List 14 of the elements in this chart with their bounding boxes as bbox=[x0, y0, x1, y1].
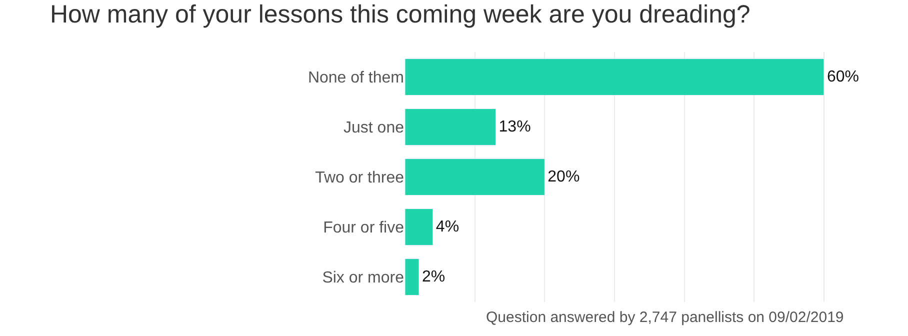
chart-title: How many of your lessons this coming week are you dreading? bbox=[50, 0, 750, 29]
y-tick-label: Six or more bbox=[322, 270, 404, 287]
data-label: 20% bbox=[548, 168, 580, 186]
y-tick-label: None of them bbox=[308, 70, 404, 87]
y-tick-label: Four or five bbox=[323, 220, 404, 237]
y-tick-label: Two or three bbox=[315, 170, 404, 187]
data-label: 2% bbox=[422, 268, 446, 286]
bar bbox=[405, 208, 434, 246]
y-tick-label: Just one bbox=[344, 120, 404, 137]
text: Question answered by 2,747 panellists on 09/02/2019 bbox=[486, 309, 844, 326]
data-label: 60% bbox=[826, 68, 859, 86]
data-label: 4% bbox=[436, 218, 460, 236]
data-label: 13% bbox=[498, 118, 531, 136]
bar bbox=[405, 258, 420, 296]
